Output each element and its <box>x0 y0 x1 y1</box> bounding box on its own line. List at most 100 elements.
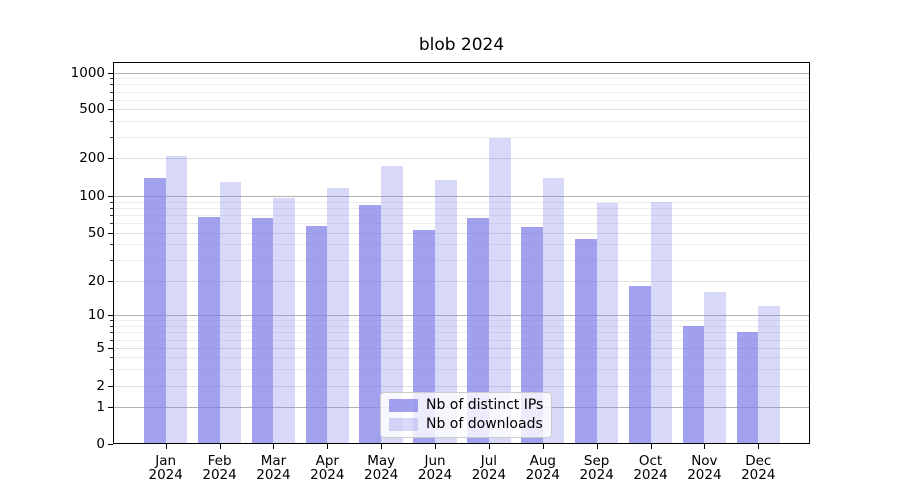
x-tick-label-dec: Dec 2024 <box>741 453 776 483</box>
bar-may-downloads <box>381 165 403 444</box>
bar-jun-distinct-ips <box>413 229 436 444</box>
y-tick-label-5: 5 <box>96 340 105 357</box>
legend-swatch-downloads <box>389 418 418 431</box>
x-tick-label-apr: Apr 2024 <box>310 453 345 483</box>
x-tick-label-mar: Mar 2024 <box>256 453 291 483</box>
gridline-500 <box>113 109 810 111</box>
gridline-minor-70 <box>113 214 810 216</box>
gridline-major-100 <box>113 196 810 197</box>
y-tick-label-10: 10 <box>87 307 105 324</box>
y-tick-mark-10 <box>108 315 113 317</box>
bar-feb-distinct-ips <box>197 217 220 444</box>
x-tick-mark-nov <box>704 444 706 449</box>
y-tick-mark-100 <box>108 196 113 197</box>
x-tick-label-sep: Sep 2024 <box>579 453 614 483</box>
x-tick-label-jul: Jul 2024 <box>471 453 507 483</box>
x-tick-mark-jan <box>165 444 167 449</box>
y-minor-tick-mark-80 <box>110 207 113 209</box>
y-tick-mark-20 <box>108 281 113 282</box>
bar-aug-downloads <box>542 178 565 444</box>
y-minor-tick-mark-30 <box>110 259 113 261</box>
bar-nov-downloads <box>704 292 727 444</box>
x-tick-mark-mar <box>273 444 275 449</box>
gridline-minor-40 <box>113 244 810 246</box>
y-tick-label-50: 50 <box>87 224 105 241</box>
y-tick-label-2: 2 <box>96 378 105 394</box>
legend-swatch-distinct-ips <box>389 399 418 412</box>
x-tick-mark-aug <box>542 444 544 449</box>
chart-title: blob 2024 <box>418 35 505 55</box>
bar-nov-distinct-ips <box>682 325 705 444</box>
x-tick-label-aug: Aug 2024 <box>525 453 560 483</box>
gridline-minor-90 <box>113 201 810 203</box>
y-tick-label-1: 1 <box>96 398 105 415</box>
x-tick-label-oct: Oct 2024 <box>633 453 668 483</box>
gridline-minor-700 <box>113 91 810 93</box>
y-minor-tick-mark-3 <box>110 369 113 371</box>
y-minor-tick-mark-70 <box>110 214 113 216</box>
bar-oct-distinct-ips <box>628 286 651 444</box>
plot-area: Nb of distinct IPs Nb of downloads <box>113 62 810 444</box>
y-tick-mark-500 <box>108 109 113 111</box>
bar-may-distinct-ips <box>359 204 382 444</box>
x-tick-label-jan: Jan 2024 <box>148 453 183 483</box>
gridline-minor-900 <box>113 78 810 80</box>
x-tick-mark-apr <box>327 444 329 449</box>
y-tick-mark-50 <box>108 232 113 234</box>
y-tick-label-100: 100 <box>79 188 105 204</box>
bar-sep-downloads <box>596 202 619 444</box>
x-tick-mark-feb <box>219 444 221 449</box>
bar-apr-downloads <box>327 188 349 444</box>
y-minor-tick-mark-8 <box>110 325 113 327</box>
gridline-minor-4 <box>113 357 810 359</box>
y-tick-label-200: 200 <box>79 150 105 167</box>
gridline-minor-8 <box>113 325 810 327</box>
gridline-minor-3 <box>113 369 810 371</box>
y-minor-tick-mark-300 <box>110 136 113 138</box>
legend-label-downloads: Nb of downloads <box>426 416 543 432</box>
y-minor-tick-mark-60 <box>110 223 113 225</box>
x-tick-mark-dec <box>758 444 760 449</box>
x-tick-label-nov: Nov 2024 <box>687 453 722 483</box>
bar-jul-downloads <box>488 137 511 444</box>
legend: Nb of distinct IPs Nb of downloads <box>380 392 553 438</box>
x-tick-label-feb: Feb 2024 <box>202 453 237 483</box>
legend-label-distinct-ips: Nb of distinct IPs <box>426 397 544 413</box>
y-minor-tick-mark-9 <box>110 320 113 322</box>
y-minor-tick-mark-900 <box>110 78 113 80</box>
y-tick-label-0: 0 <box>96 436 105 452</box>
gridline-minor-80 <box>113 207 810 209</box>
gridline-minor-7 <box>113 332 810 334</box>
x-tick-mark-sep <box>596 444 598 449</box>
x-tick-label-may: May 2024 <box>363 453 399 483</box>
gridline-minor-60 <box>113 223 810 225</box>
gridline-minor-600 <box>113 99 810 101</box>
gridline-2 <box>113 386 810 387</box>
y-minor-tick-mark-400 <box>110 121 113 123</box>
legend-item-distinct-ips: Nb of distinct IPs <box>389 398 543 413</box>
gridline-5 <box>113 348 810 350</box>
x-tick-mark-jul <box>488 444 490 449</box>
x-tick-mark-may <box>381 444 383 449</box>
bar-jan-distinct-ips <box>144 177 166 444</box>
gridline-minor-300 <box>113 136 810 138</box>
bar-dec-downloads <box>758 306 780 444</box>
y-tick-mark-2 <box>108 386 113 387</box>
bar-mar-downloads <box>273 197 296 444</box>
y-minor-tick-mark-6 <box>110 339 113 341</box>
y-minor-tick-mark-40 <box>110 244 113 246</box>
legend-item-downloads: Nb of downloads <box>389 417 543 432</box>
bar-jan-downloads <box>165 155 188 444</box>
y-tick-mark-200 <box>108 158 113 160</box>
x-tick-mark-oct <box>650 444 652 449</box>
x-tick-mark-jun <box>435 444 437 449</box>
gridline-minor-400 <box>113 121 810 123</box>
x-tick-label-jun: Jun 2024 <box>417 453 453 483</box>
bar-jul-distinct-ips <box>467 218 489 444</box>
y-tick-mark-1 <box>108 406 113 408</box>
gridline-200 <box>113 158 810 160</box>
y-minor-tick-mark-7 <box>110 332 113 334</box>
gridline-major-1000 <box>113 72 810 74</box>
bar-apr-distinct-ips <box>305 225 328 444</box>
